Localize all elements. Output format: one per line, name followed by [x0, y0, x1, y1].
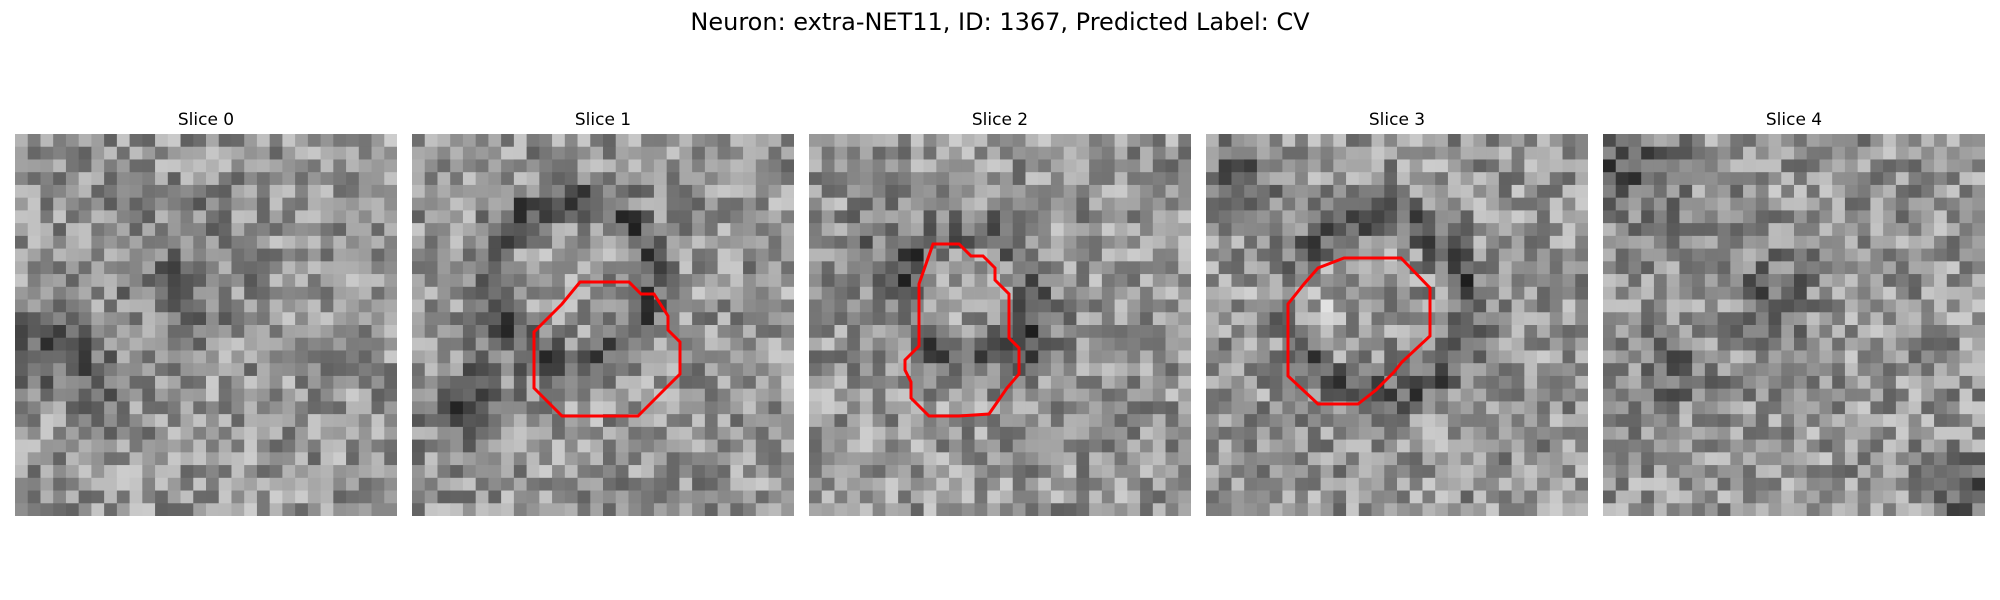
- slice-panel-0: Slice 0: [15, 108, 397, 516]
- slice-image: [15, 134, 397, 516]
- slice-panel-2: Slice 2: [809, 108, 1191, 516]
- roi-contour: [1286, 256, 1432, 406]
- slice-title: Slice 3: [1368, 110, 1426, 130]
- slice-image: [412, 134, 794, 516]
- slice-title: Slice 1: [574, 110, 632, 130]
- slice-title: Slice 2: [971, 110, 1029, 130]
- figure-title: Neuron: extra-NET11, ID: 1367, Predicted…: [690, 8, 1310, 36]
- roi-contour: [532, 280, 682, 418]
- slice-title: Slice 0: [177, 110, 235, 130]
- slice-panel-4: Slice 4: [1603, 108, 1985, 516]
- slice-panel-3: Slice 3: [1206, 108, 1588, 516]
- slice-image: [1603, 134, 1985, 516]
- slice-image: [1206, 134, 1588, 516]
- slice-image: [809, 134, 1191, 516]
- slice-panel-1: Slice 1: [412, 108, 794, 516]
- slice-title: Slice 4: [1765, 110, 1823, 130]
- roi-contour: [903, 242, 1021, 418]
